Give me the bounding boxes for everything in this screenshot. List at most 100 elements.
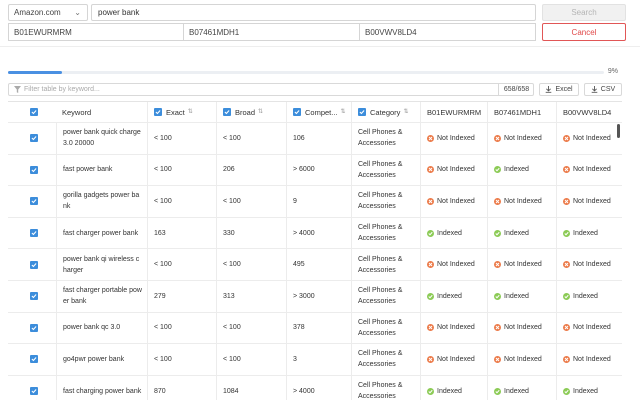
index-status-label: Not Indexed — [573, 261, 611, 269]
scrollbar-thumb[interactable] — [617, 124, 620, 138]
column-checkbox[interactable] — [223, 108, 231, 116]
row-checkbox[interactable] — [30, 292, 38, 301]
index-status-label: Not Indexed — [437, 355, 475, 363]
category-value: Cell Phones & Accessories — [358, 255, 403, 274]
cell-index-status: Not Indexed — [420, 249, 487, 280]
table-row[interactable]: fast charger power bank 163 330 > 4000 Cell … — [8, 217, 622, 250]
table-header: Keyword Exact ⇅ Broad ⇅ Compet... ⇅ Category ⇅ B0… — [8, 102, 622, 123]
column-header[interactable]: Exact ⇅ — [147, 102, 216, 122]
sort-icon[interactable]: ⇅ — [187, 108, 193, 115]
comp-value: 495 — [293, 261, 305, 269]
category-value: Cell Phones & Accessories — [358, 224, 403, 243]
close-icon — [427, 197, 434, 205]
excel-label: Excel — [555, 86, 573, 93]
row-checkbox[interactable] — [30, 197, 38, 206]
comp-value: 3 — [293, 355, 297, 363]
row-checkbox[interactable] — [30, 355, 38, 364]
table-row[interactable]: power bank quick charge 3.0 20000 < 100 < … — [8, 123, 622, 155]
index-status-label: Not Indexed — [504, 261, 542, 269]
column-header[interactable]: Keyword — [56, 102, 147, 122]
table-row[interactable]: power bank qi wireless charger < 100 < 100… — [8, 249, 622, 281]
row-select-cell[interactable] — [8, 155, 56, 186]
sort-icon[interactable]: ⇅ — [403, 108, 409, 115]
cell-index-status: Indexed — [487, 217, 556, 249]
comp-value: > 6000 — [293, 166, 315, 174]
keyword-input[interactable]: power bank — [91, 4, 536, 21]
select-all-cell[interactable] — [8, 102, 56, 122]
sort-icon[interactable]: ⇅ — [258, 108, 264, 115]
cell-index-status: Indexed — [420, 375, 487, 400]
keyword-value: gorilla gadgets power bank — [63, 192, 140, 211]
row-checkbox[interactable] — [30, 165, 38, 174]
broad-value: < 100 — [223, 355, 241, 363]
column-header[interactable]: B07461MDH1 — [487, 102, 556, 122]
exact-value: 870 — [154, 387, 166, 395]
exact-value: 279 — [154, 292, 166, 300]
column-header[interactable]: B00VWV8LD4 — [556, 102, 622, 122]
index-status-label: Indexed — [504, 292, 529, 300]
sort-icon[interactable]: ⇅ — [340, 108, 346, 115]
table-row[interactable]: power bank qc 3.0 < 100 < 100 378 Cell Phone… — [8, 312, 622, 345]
check-icon — [427, 229, 434, 237]
row-select-cell[interactable] — [8, 186, 56, 217]
cell-index-status: Indexed — [487, 281, 556, 312]
column-header[interactable]: B01EWURMRM — [420, 102, 487, 122]
index-status-label: Not Indexed — [437, 134, 475, 142]
cell-index-status: Not Indexed — [420, 186, 487, 217]
table-row[interactable]: gorilla gadgets power bank < 100 < 100 9 Cel… — [8, 186, 622, 218]
keyword-value: fast power bank — [63, 166, 113, 174]
cell-index-status: Not Indexed — [556, 123, 622, 154]
cell-exact: < 100 — [147, 312, 216, 344]
csv-button[interactable]: CSV — [584, 83, 622, 96]
row-select-cell[interactable] — [8, 249, 56, 280]
comp-value: 9 — [293, 197, 297, 205]
row-select-cell[interactable] — [8, 313, 56, 344]
asin-input-3[interactable]: B00VWV8LD4 — [360, 23, 536, 41]
exact-value: < 100 — [154, 261, 172, 269]
table-row[interactable]: fast charging power bank 870 1084 > 4000 Cel… — [8, 375, 622, 400]
row-checkbox[interactable] — [30, 134, 38, 143]
index-status-label: Indexed — [437, 292, 462, 300]
cell-index-status: Not Indexed — [556, 249, 622, 280]
cell-category: Cell Phones & Accessories — [351, 312, 420, 344]
select-all-checkbox[interactable] — [30, 108, 38, 116]
check-icon — [494, 292, 501, 300]
index-status-label: Indexed — [437, 387, 462, 395]
table-row[interactable]: fast charger portable power bank 279 313 > … — [8, 281, 622, 313]
marketplace-select[interactable]: Amazon.com ⌄ — [8, 4, 88, 21]
index-status-label: Not Indexed — [504, 324, 542, 332]
column-checkbox[interactable] — [154, 108, 162, 116]
exact-value: 163 — [154, 229, 166, 237]
index-status-label: Indexed — [573, 387, 598, 395]
row-checkbox[interactable] — [30, 323, 38, 332]
filter-input[interactable]: Filter table by keyword... — [8, 83, 534, 96]
cell-comp: > 4000 — [286, 217, 351, 249]
column-checkbox[interactable] — [293, 108, 301, 116]
column-header[interactable]: Compet... ⇅ — [286, 102, 351, 122]
table-row[interactable]: fast power bank < 100 206 > 6000 Cell Phones… — [8, 154, 622, 187]
search-button[interactable]: Search — [542, 4, 626, 21]
row-select-cell[interactable] — [8, 281, 56, 312]
row-select-cell[interactable] — [8, 123, 56, 154]
row-select-cell[interactable] — [8, 344, 56, 375]
column-header[interactable]: Broad ⇅ — [216, 102, 286, 122]
cancel-button[interactable]: Cancel — [542, 23, 626, 41]
index-status-label: Indexed — [504, 166, 529, 174]
excel-button[interactable]: Excel — [539, 83, 579, 96]
row-select-cell[interactable] — [8, 218, 56, 249]
cell-category: Cell Phones & Accessories — [351, 217, 420, 249]
column-header[interactable]: Category ⇅ — [351, 102, 420, 122]
cell-comp: 3 — [286, 344, 351, 375]
column-checkbox[interactable] — [358, 108, 366, 116]
row-checkbox[interactable] — [30, 387, 38, 396]
cell-index-status: Not Indexed — [487, 249, 556, 280]
row-checkbox[interactable] — [30, 229, 38, 238]
cell-broad: < 100 — [216, 249, 286, 280]
exact-value: < 100 — [154, 324, 172, 332]
row-checkbox[interactable] — [30, 260, 38, 269]
asin-input-2[interactable]: B07461MDH1 — [184, 23, 360, 41]
asin-inputs: B01EWURMRM B07461MDH1 B00VWV8LD4 — [8, 23, 536, 41]
asin-input-1[interactable]: B01EWURMRM — [8, 23, 184, 41]
table-row[interactable]: go4pwr power bank < 100 < 100 3 Cell Phones … — [8, 344, 622, 376]
row-select-cell[interactable] — [8, 376, 56, 400]
